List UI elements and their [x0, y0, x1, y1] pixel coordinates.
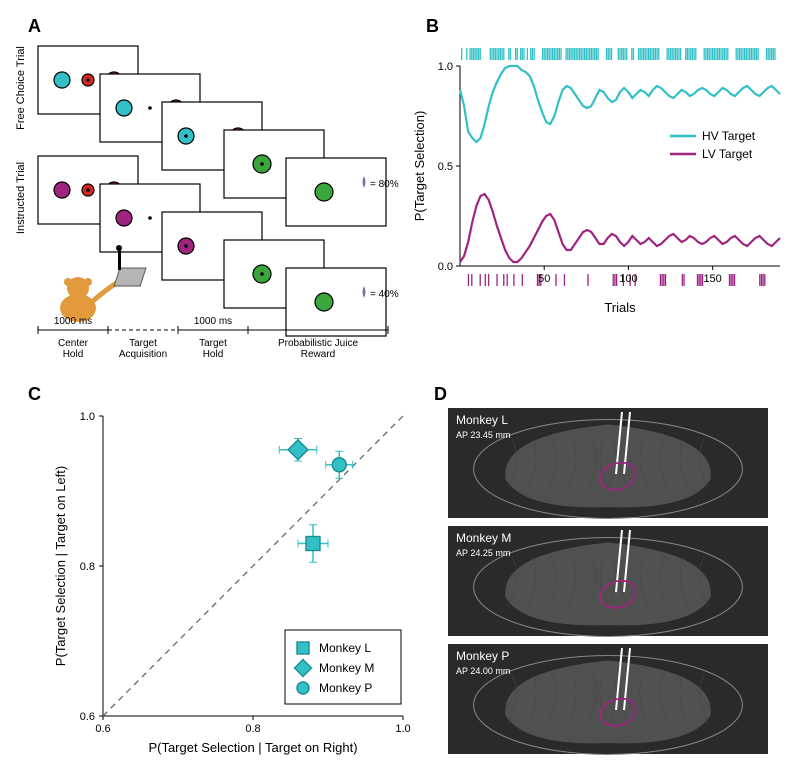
- label-instructed: Instructed Trial: [15, 162, 27, 234]
- svg-text:0.0: 0.0: [438, 261, 453, 273]
- ylabel-c: P(Target Selection | Target on Left): [53, 466, 68, 666]
- xlabel-b: Trials: [604, 300, 636, 315]
- legend-lv: LV Target: [702, 147, 753, 161]
- xlabel-c: P(Target Selection | Target on Right): [148, 740, 357, 755]
- brain-slice-1: Monkey M AP 24.25 mm: [448, 526, 768, 637]
- raster-hv: [462, 48, 775, 60]
- reward-40: = 40%: [370, 289, 399, 300]
- svg-text:1.0: 1.0: [80, 411, 95, 423]
- legend-hv: HV Target: [702, 129, 756, 143]
- svg-text:0.6: 0.6: [80, 711, 95, 723]
- svg-text:CenterHold: CenterHold: [58, 338, 89, 360]
- panel-b: B 0.0 0.5 1.0 50 100 150 Trials P(Target Selecti…: [412, 16, 780, 315]
- svg-text:Monkey L: Monkey L: [319, 641, 371, 655]
- reward-80: = 80%: [370, 179, 399, 190]
- label-free-choice: Free Choice Trial: [15, 46, 27, 130]
- brain-slice-0: Monkey L AP 23.45 mm: [448, 408, 768, 519]
- svg-text:0.6: 0.6: [95, 723, 110, 735]
- svg-text:100: 100: [619, 273, 637, 285]
- svg-text:0.5: 0.5: [438, 161, 453, 173]
- time-1: 1000 ms: [54, 316, 92, 327]
- svg-text:1.0: 1.0: [395, 723, 410, 735]
- svg-text:0.8: 0.8: [245, 723, 260, 735]
- brain-ap-0: AP 23.45 mm: [456, 430, 510, 440]
- svg-text:Monkey P: Monkey P: [319, 681, 372, 695]
- brain-label-1: Monkey M: [456, 531, 511, 545]
- svg-text:1.0: 1.0: [438, 61, 453, 73]
- brain-label-2: Monkey P: [456, 649, 509, 663]
- brain-ap-2: AP 24.00 mm: [456, 666, 510, 676]
- svg-text:Probabilistic JuiceReward: Probabilistic JuiceReward: [278, 338, 358, 360]
- ylabel-b: P(Target Selection): [412, 111, 427, 222]
- legend-b: HV Target LV Target: [670, 129, 756, 161]
- panel-label-b: B: [426, 16, 439, 36]
- svg-text:Monkey M: Monkey M: [319, 661, 374, 675]
- brain-slice-2: Monkey P AP 24.00 mm: [448, 644, 768, 755]
- brain-label-0: Monkey L: [456, 413, 508, 427]
- svg-text:TargetAcquisition: TargetAcquisition: [119, 338, 167, 360]
- panel-label-d: D: [434, 384, 447, 404]
- svg-text:150: 150: [703, 273, 721, 285]
- line-lv: [460, 194, 780, 262]
- panel-label-c: C: [28, 384, 41, 404]
- monkey-icon: [60, 245, 146, 322]
- time-2: 1000 ms: [194, 316, 232, 327]
- panel-c: C 0.60.6 0.8 0.8 1.0 1.0 P(Target Selection | …: [28, 384, 411, 755]
- svg-text:50: 50: [538, 273, 550, 285]
- panel-d: DMonkey LAP 23.45 mmMonkey MAP 24.25 mmM…: [434, 384, 768, 755]
- panel-a: AFree Choice Trial Instructed Trial = 80% =…: [15, 16, 399, 360]
- svg-text:0.8: 0.8: [80, 561, 95, 573]
- panel-label-a: A: [28, 16, 41, 36]
- svg-text:TargetHold: TargetHold: [199, 338, 227, 360]
- brain-ap-1: AP 24.25 mm: [456, 548, 510, 558]
- legend-c: Monkey L Monkey M Monkey P: [285, 630, 401, 704]
